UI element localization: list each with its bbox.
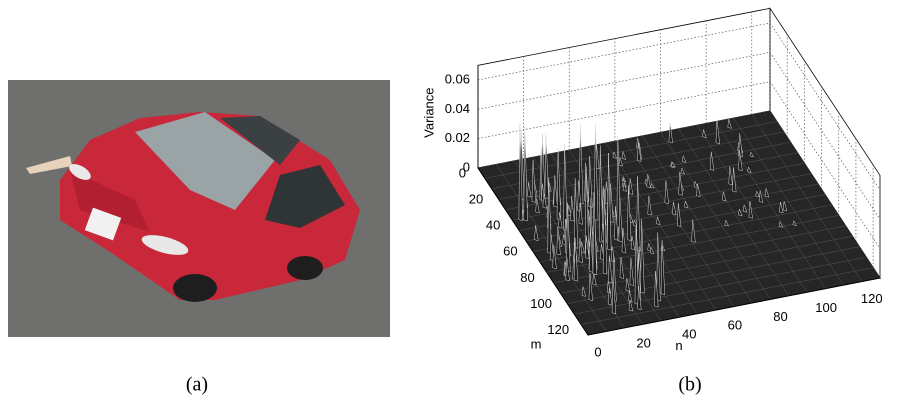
n-tick-label: 120 — [861, 291, 883, 306]
page: {"figure": { "panel_a": {"caption": "(a)… — [0, 0, 899, 402]
n-tick-label: 100 — [815, 300, 837, 315]
n-tick-label: 20 — [636, 336, 650, 351]
m-tick-label: 0 — [459, 165, 466, 180]
m-axis-label: m — [531, 336, 542, 351]
car-photo — [8, 80, 390, 337]
n-tick-label: 60 — [728, 318, 742, 333]
m-tick-label: 80 — [520, 270, 534, 285]
figure: (a) (b) 00.020.040.060204060801001200204… — [0, 0, 899, 402]
z-tick-label: 0.04 — [445, 101, 470, 116]
wheel — [287, 256, 323, 280]
m-tick-label: 20 — [469, 192, 483, 207]
caption: (a) — [186, 374, 208, 396]
caption: (b) — [678, 374, 701, 396]
m-tick-label: 40 — [486, 218, 500, 233]
wheel — [173, 274, 217, 302]
m-tick-label: 60 — [503, 244, 517, 259]
n-tick-label: 40 — [682, 327, 696, 342]
z-tick-label: 0.06 — [445, 71, 470, 86]
z-axis-label: Variance — [421, 87, 436, 137]
surface-plot: 00.020.040.06020406080100120020406080100… — [421, 8, 882, 359]
n-tick-label: 0 — [594, 344, 601, 359]
m-tick-label: 100 — [530, 296, 552, 311]
z-tick-label: 0.02 — [445, 130, 470, 145]
m-tick-label: 120 — [547, 322, 569, 337]
n-axis-label: n — [675, 338, 682, 353]
n-tick-label: 80 — [773, 309, 787, 324]
